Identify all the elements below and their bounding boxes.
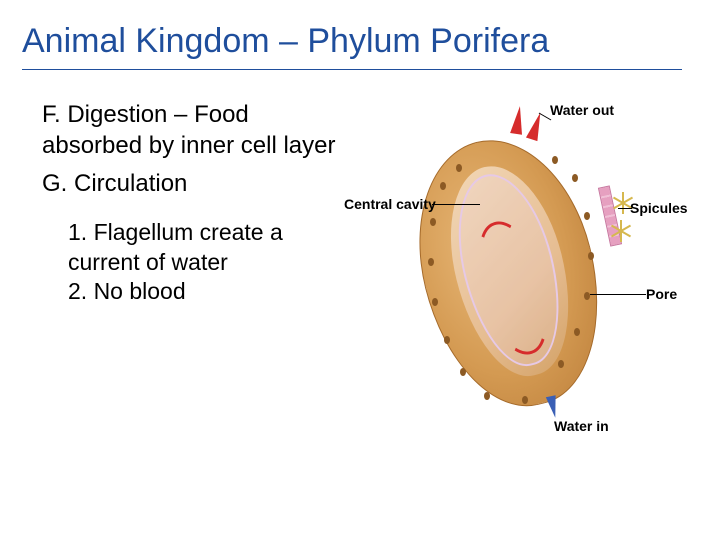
- circulation-item: G. Circulation: [42, 169, 352, 200]
- digestion-item: F. Digestion – Food absorbed by inner ce…: [42, 100, 352, 161]
- pore-dot: [456, 164, 462, 172]
- pore-dot: [572, 174, 578, 182]
- pore-dot: [428, 258, 434, 266]
- pore-dot: [584, 212, 590, 220]
- sub-list: 1. Flagellum create a current of water 2…: [68, 218, 352, 306]
- pore-dot: [574, 328, 580, 336]
- text-column: F. Digestion – Food absorbed by inner ce…: [42, 100, 352, 440]
- water-out-arrow-icon: [510, 105, 526, 134]
- pore-dot: [460, 368, 466, 376]
- pore-dot: [552, 156, 558, 164]
- water-in-arrow-icon: [546, 395, 560, 419]
- sub-item-1: 1. Flagellum create a current of water: [68, 218, 352, 277]
- pore-dot: [558, 360, 564, 368]
- pore-dot: [444, 336, 450, 344]
- pore-dot: [588, 252, 594, 260]
- label-line: [432, 204, 480, 205]
- sub-item-2: 2. No blood: [68, 277, 352, 306]
- figure-column: Water out Central cavity Spicules Pore W…: [352, 100, 682, 440]
- label-line: [618, 208, 632, 209]
- content-row: F. Digestion – Food absorbed by inner ce…: [0, 70, 720, 440]
- sponge-diagram: Water out Central cavity Spicules Pore W…: [352, 100, 682, 440]
- pore-dot: [430, 218, 436, 226]
- label-spicules: Spicules: [630, 200, 688, 216]
- spicule-icon: [610, 220, 632, 242]
- label-water-in: Water in: [554, 418, 609, 434]
- label-pore: Pore: [646, 286, 677, 302]
- label-water-out: Water out: [550, 102, 614, 118]
- pore-dot: [522, 396, 528, 404]
- pore-dot: [432, 298, 438, 306]
- label-central-cavity: Central cavity: [344, 196, 436, 212]
- pore-dot: [440, 182, 446, 190]
- pore-dot: [484, 392, 490, 400]
- slide-title: Animal Kingdom – Phylum Porifera: [0, 0, 720, 69]
- outer-list: F. Digestion – Food absorbed by inner ce…: [42, 100, 352, 200]
- label-line: [590, 294, 646, 295]
